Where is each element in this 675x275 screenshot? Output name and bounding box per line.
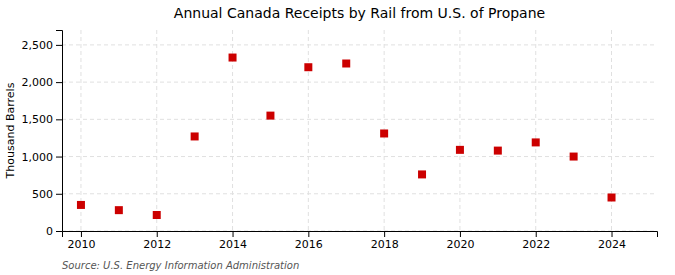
tick-mark bbox=[612, 231, 613, 237]
tick: 2012 bbox=[143, 231, 171, 251]
tick-mark bbox=[157, 231, 158, 237]
tick: 2,500 bbox=[22, 39, 63, 52]
tick-label: 2012 bbox=[143, 238, 171, 251]
axis-line bbox=[63, 232, 658, 238]
points bbox=[77, 54, 616, 219]
tick: 0 bbox=[46, 225, 62, 238]
annotation: Source: U.S. Energy Information Administ… bbox=[62, 260, 299, 271]
tick-mark bbox=[56, 157, 62, 158]
tick-mark bbox=[56, 82, 62, 83]
tick-mark bbox=[384, 231, 385, 237]
tick-mark bbox=[56, 119, 62, 120]
title: Annual Canada Receipts by Rail from U.S.… bbox=[174, 5, 545, 21]
tick: 2022 bbox=[522, 231, 550, 251]
tick-label: 2,500 bbox=[22, 39, 54, 52]
tick: 2016 bbox=[295, 231, 323, 251]
point bbox=[115, 206, 123, 214]
tick-mark bbox=[56, 45, 62, 46]
grid bbox=[62, 30, 657, 231]
tick: 2020 bbox=[446, 231, 474, 251]
grid-line bbox=[62, 82, 657, 83]
plot: 2010 2012 2014 2016 2018 2020 2022 2024 0 500 1,00… bbox=[22, 30, 658, 251]
tick: 1,000 bbox=[22, 151, 63, 164]
point bbox=[229, 54, 237, 62]
tick-mark bbox=[81, 231, 82, 237]
point bbox=[532, 138, 540, 146]
tick-label: 1,500 bbox=[22, 113, 54, 126]
tick-label: 0 bbox=[46, 225, 53, 238]
tick: 2018 bbox=[371, 231, 399, 251]
tick-label: 500 bbox=[32, 188, 53, 201]
tick-label: 2022 bbox=[522, 238, 550, 251]
point bbox=[380, 129, 388, 137]
x-axis: 2010 2012 2014 2016 2018 2020 2022 2024 bbox=[63, 231, 658, 251]
point bbox=[608, 194, 616, 202]
axis-line bbox=[56, 31, 63, 232]
grid-line bbox=[62, 119, 657, 120]
tick-label: 2010 bbox=[67, 238, 95, 251]
y-axis: 0 500 1,000 1,500 2,000 2,500 bbox=[22, 31, 63, 239]
grid-line bbox=[62, 193, 657, 194]
point bbox=[456, 146, 464, 154]
grid-line bbox=[80, 30, 81, 231]
tick-mark bbox=[308, 231, 309, 237]
point bbox=[304, 63, 312, 71]
tick: 2014 bbox=[219, 231, 247, 251]
tick-label: 2018 bbox=[371, 238, 399, 251]
point bbox=[153, 211, 161, 219]
grid-line bbox=[459, 30, 460, 231]
tick: 500 bbox=[32, 188, 62, 201]
chart: 2010 2012 2014 2016 2018 2020 2022 2024 0 500 1,00… bbox=[0, 0, 675, 275]
tick-mark bbox=[56, 231, 62, 232]
tick-mark bbox=[460, 231, 461, 237]
grid-line bbox=[156, 30, 157, 231]
grid-line bbox=[62, 44, 657, 45]
tick-label: 2016 bbox=[295, 238, 323, 251]
point bbox=[570, 153, 578, 161]
tick: 1,500 bbox=[22, 113, 63, 126]
grid-line bbox=[308, 30, 309, 231]
point bbox=[191, 132, 199, 140]
grid-line bbox=[535, 30, 536, 231]
point bbox=[266, 112, 274, 120]
grid-line bbox=[62, 156, 657, 157]
point bbox=[494, 147, 502, 155]
tick: 2,000 bbox=[22, 76, 63, 89]
tick-mark bbox=[536, 231, 537, 237]
tick: 2024 bbox=[598, 231, 626, 251]
tick-label: 2014 bbox=[219, 238, 247, 251]
point bbox=[418, 170, 426, 178]
tick-label: 2020 bbox=[446, 238, 474, 251]
tick-label: 1,000 bbox=[22, 151, 54, 164]
tick-label: 2,000 bbox=[22, 76, 54, 89]
point bbox=[342, 60, 350, 68]
tick: 2010 bbox=[67, 231, 95, 251]
tick-label: 2024 bbox=[598, 238, 626, 251]
y-axis-title: Thousand Barrels bbox=[4, 82, 17, 179]
point bbox=[77, 201, 85, 209]
tick-mark bbox=[233, 231, 234, 237]
tick-mark bbox=[56, 194, 62, 195]
